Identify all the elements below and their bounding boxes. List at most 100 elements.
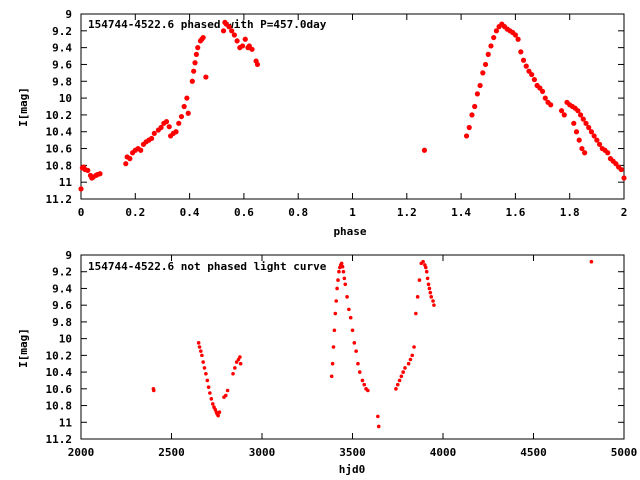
data-point (192, 60, 198, 66)
data-point (394, 387, 398, 391)
data-point (463, 133, 470, 139)
data-point (97, 171, 103, 177)
data-point (515, 36, 521, 42)
data-point (197, 345, 202, 349)
data-point (605, 150, 611, 156)
x-tick-label: 1.6 (505, 206, 525, 219)
data-point (491, 34, 497, 41)
y-tick-label: 9.8 (52, 75, 72, 88)
data-point (406, 361, 411, 366)
data-point (621, 175, 627, 181)
data-point (199, 349, 203, 353)
data-point (178, 113, 185, 120)
data-point (216, 413, 220, 418)
data-point (618, 166, 624, 173)
data-point (184, 95, 190, 101)
data-point (589, 259, 594, 264)
data-point (542, 95, 548, 101)
data-point (181, 103, 187, 110)
data-point (333, 311, 338, 316)
x-tick-label: 1.2 (397, 206, 417, 219)
data-point (512, 32, 519, 38)
data-point (242, 36, 248, 42)
y-tick-label: 10.6 (46, 143, 73, 156)
y-tick-label: 10 (59, 92, 72, 105)
data-point (575, 108, 581, 114)
y-tick-label: 10.8 (46, 159, 73, 172)
data-point (376, 424, 381, 429)
data-point (226, 24, 232, 30)
x-tick-label: 5000 (611, 446, 638, 459)
plot-frame (80, 13, 625, 200)
data-point (397, 378, 402, 383)
data-point (78, 186, 84, 192)
data-point (151, 130, 157, 137)
y-tick-label: 10.6 (46, 383, 73, 396)
data-point (176, 120, 182, 126)
data-point (334, 299, 339, 303)
data-point (488, 43, 494, 49)
data-point (185, 110, 191, 116)
data-point (580, 116, 586, 122)
data-point (352, 341, 357, 345)
data-point (343, 282, 348, 287)
data-point (329, 374, 334, 379)
y-tick-label: 11.2 (46, 433, 73, 446)
x-tick-label: 0.4 (180, 206, 200, 219)
data-point (85, 167, 91, 174)
y-tick-label: 9.6 (52, 299, 72, 312)
x-tick-label: 1.8 (560, 206, 580, 219)
x-tick-label: 3500 (339, 446, 366, 459)
data-point (330, 361, 335, 366)
data-point (426, 282, 431, 287)
data-point (225, 388, 230, 393)
data-point (191, 68, 197, 74)
x-tick-label: 0 (78, 206, 85, 219)
data-point (345, 295, 349, 299)
data-point (195, 45, 201, 51)
data-point (480, 70, 486, 76)
data-point (591, 133, 597, 139)
data-point (577, 112, 584, 118)
data-point (224, 393, 228, 398)
data-point (231, 32, 237, 38)
data-point (531, 76, 538, 83)
y-tick-label: 9.4 (52, 42, 72, 55)
y-tick-label: 10 (59, 333, 72, 346)
data-point (424, 269, 429, 274)
data-point (158, 124, 164, 131)
x-tick-label: 4000 (430, 446, 457, 459)
data-point (523, 63, 529, 69)
panel-unphased: 154744-4522.6 not phased light curve hjd… (17, 249, 637, 476)
data-point (571, 120, 577, 126)
data-point (354, 349, 358, 353)
chart-title: 154744-4522.6 phased with P=457.0day (88, 18, 327, 31)
x-tick-label: 2500 (158, 446, 185, 459)
data-point (596, 141, 603, 147)
data-point (428, 290, 433, 295)
x-tick-label: 2 (621, 206, 628, 219)
y-tick-label: 9 (65, 249, 72, 262)
data-point (204, 371, 208, 376)
data-point (432, 303, 436, 307)
data-point (586, 124, 592, 131)
data-point (360, 378, 365, 383)
y-tick-label: 10.4 (46, 366, 73, 379)
y-tick-label: 11.2 (46, 193, 73, 206)
data-point (206, 385, 211, 389)
data-point (220, 28, 227, 34)
data-point (138, 147, 144, 153)
data-point (529, 71, 535, 78)
data-point (431, 299, 435, 303)
data-point (233, 366, 237, 370)
x-tick-label: 3000 (249, 446, 276, 459)
data-point (425, 276, 430, 281)
data-point (249, 46, 255, 52)
data-point (493, 28, 499, 34)
plot-frame (80, 254, 625, 440)
data-point (356, 361, 360, 366)
data-point (412, 345, 416, 349)
data-point (558, 108, 565, 114)
data-point (238, 361, 243, 366)
y-tick-label: 11 (59, 176, 73, 189)
